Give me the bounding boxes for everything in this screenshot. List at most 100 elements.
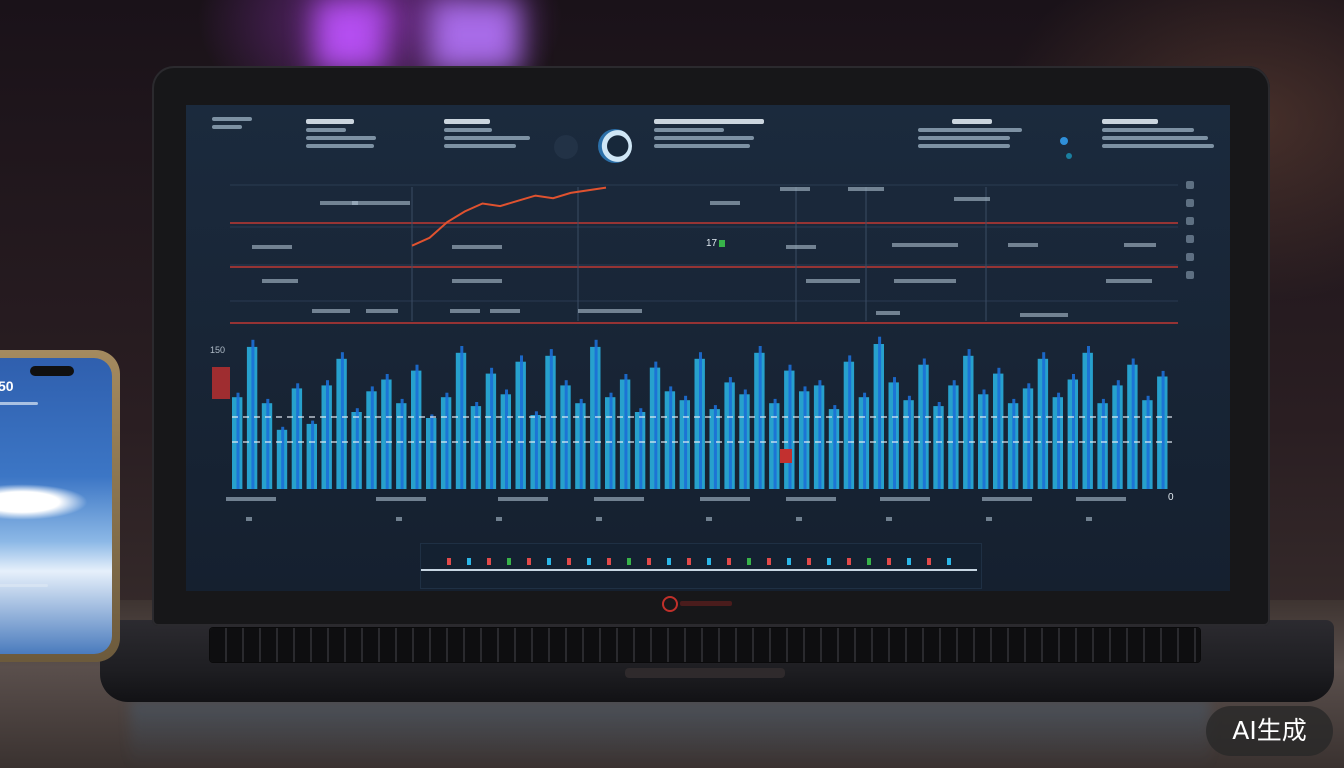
waveform-peak xyxy=(654,361,658,489)
timeline-marker[interactable] xyxy=(667,558,671,565)
waveform-peak xyxy=(982,389,986,489)
panel-label xyxy=(806,279,860,283)
x-tick-mark xyxy=(596,517,602,521)
timeline-marker[interactable] xyxy=(807,558,811,565)
timeline-marker[interactable] xyxy=(707,558,711,565)
timeline-marker[interactable] xyxy=(927,558,931,565)
x-tick-label xyxy=(226,497,276,501)
waveform-peak xyxy=(400,398,404,489)
waveform-peak xyxy=(669,386,673,489)
waveform-peak xyxy=(743,389,747,489)
header-block-5 xyxy=(1102,119,1214,148)
ai-generated-watermark: AI生成 xyxy=(1206,706,1333,756)
waveform-peak xyxy=(445,392,449,489)
timeline-marker[interactable] xyxy=(687,558,691,565)
panel-label xyxy=(490,309,520,313)
timeline-marker[interactable] xyxy=(787,558,791,565)
trend-line-series xyxy=(411,186,607,247)
x-tick-mark xyxy=(706,517,712,521)
laptop-trackpad xyxy=(625,668,785,678)
waveform-peak xyxy=(1101,398,1105,489)
panel-label xyxy=(352,201,410,205)
timeline-marker[interactable] xyxy=(767,558,771,565)
waveform-peak xyxy=(922,358,926,489)
sidebar-button[interactable] xyxy=(1186,271,1194,279)
waveform-peak xyxy=(340,352,344,489)
header-left xyxy=(212,117,252,129)
panel-label xyxy=(450,309,480,313)
timeline-marker[interactable] xyxy=(847,558,851,565)
x-tick-label xyxy=(594,497,644,501)
timeline-marker[interactable] xyxy=(487,558,491,565)
timeline-marker[interactable] xyxy=(747,558,751,565)
waveform-peak xyxy=(863,392,867,489)
x-tick-mark xyxy=(796,517,802,521)
timeline-marker[interactable] xyxy=(647,558,651,565)
waveform-peak xyxy=(1131,358,1135,489)
timeline-marker[interactable] xyxy=(727,558,731,565)
panel-label xyxy=(1008,243,1038,247)
timeline-marker[interactable] xyxy=(567,558,571,565)
timeline-marker[interactable] xyxy=(587,558,591,565)
header-block-3 xyxy=(654,119,764,148)
sidebar-button[interactable] xyxy=(1186,181,1194,189)
panel-label xyxy=(1020,313,1068,317)
x-axis-zero-label: 0 xyxy=(1168,492,1174,503)
metric-badge: 17 xyxy=(706,238,726,249)
waveform-peak xyxy=(967,349,971,489)
gauge-dim-icon xyxy=(554,135,578,159)
waveform-peak xyxy=(579,398,583,489)
waveform-peak xyxy=(430,414,434,489)
timeline-marker[interactable] xyxy=(947,558,951,565)
header-block-4 xyxy=(918,119,1022,148)
waveform-peak xyxy=(639,408,643,489)
timeline-marker[interactable] xyxy=(447,558,451,565)
waveform-peak xyxy=(728,377,732,489)
dashboard-screen: 150 17 0 xyxy=(186,105,1230,591)
waveform-peak xyxy=(773,398,777,489)
dashboard-chart xyxy=(212,184,1178,521)
sidebar-button[interactable] xyxy=(1186,199,1194,207)
waveform-peak xyxy=(370,386,374,489)
waveform-peak xyxy=(564,380,568,489)
waveform-peak xyxy=(594,339,598,489)
panel-label xyxy=(954,197,990,201)
x-tick-label xyxy=(786,497,836,501)
sidebar-button[interactable] xyxy=(1186,253,1194,261)
waveform-peak xyxy=(624,374,628,489)
phone-notch xyxy=(30,366,74,376)
sidebar-button[interactable] xyxy=(1186,235,1194,243)
x-tick-label xyxy=(880,497,930,501)
phone-text-line xyxy=(0,402,38,405)
timeline-marker[interactable] xyxy=(527,558,531,565)
timeline-marker[interactable] xyxy=(467,558,471,565)
alert-marker xyxy=(780,449,792,463)
timeline-marker[interactable] xyxy=(867,558,871,565)
panel-label xyxy=(892,243,958,247)
waveform-peak xyxy=(788,364,792,489)
timeline-marker[interactable] xyxy=(547,558,551,565)
timeline-marker[interactable] xyxy=(907,558,911,565)
waveform-peak xyxy=(952,380,956,489)
timeline-marker[interactable] xyxy=(887,558,891,565)
waveform-peak xyxy=(1116,380,1120,489)
panel-label xyxy=(710,201,740,205)
x-tick-mark xyxy=(396,517,402,521)
purple-light-right xyxy=(430,0,520,70)
waveform-peak xyxy=(878,336,882,489)
timeline-marker[interactable] xyxy=(827,558,831,565)
timeline-marker[interactable] xyxy=(607,558,611,565)
timeline-scrubber[interactable] xyxy=(420,543,982,589)
timeline-marker[interactable] xyxy=(507,558,511,565)
waveform-peak xyxy=(534,411,538,489)
header-block-1 xyxy=(306,119,376,148)
panel-label xyxy=(366,309,398,313)
phone-text-line xyxy=(0,584,48,587)
panel-label xyxy=(876,311,900,315)
waveform-peak xyxy=(609,392,613,489)
waveform-peak xyxy=(1042,352,1046,489)
sidebar-button[interactable] xyxy=(1186,217,1194,225)
timeline-marker[interactable] xyxy=(627,558,631,565)
waveform-peak xyxy=(1161,370,1165,489)
